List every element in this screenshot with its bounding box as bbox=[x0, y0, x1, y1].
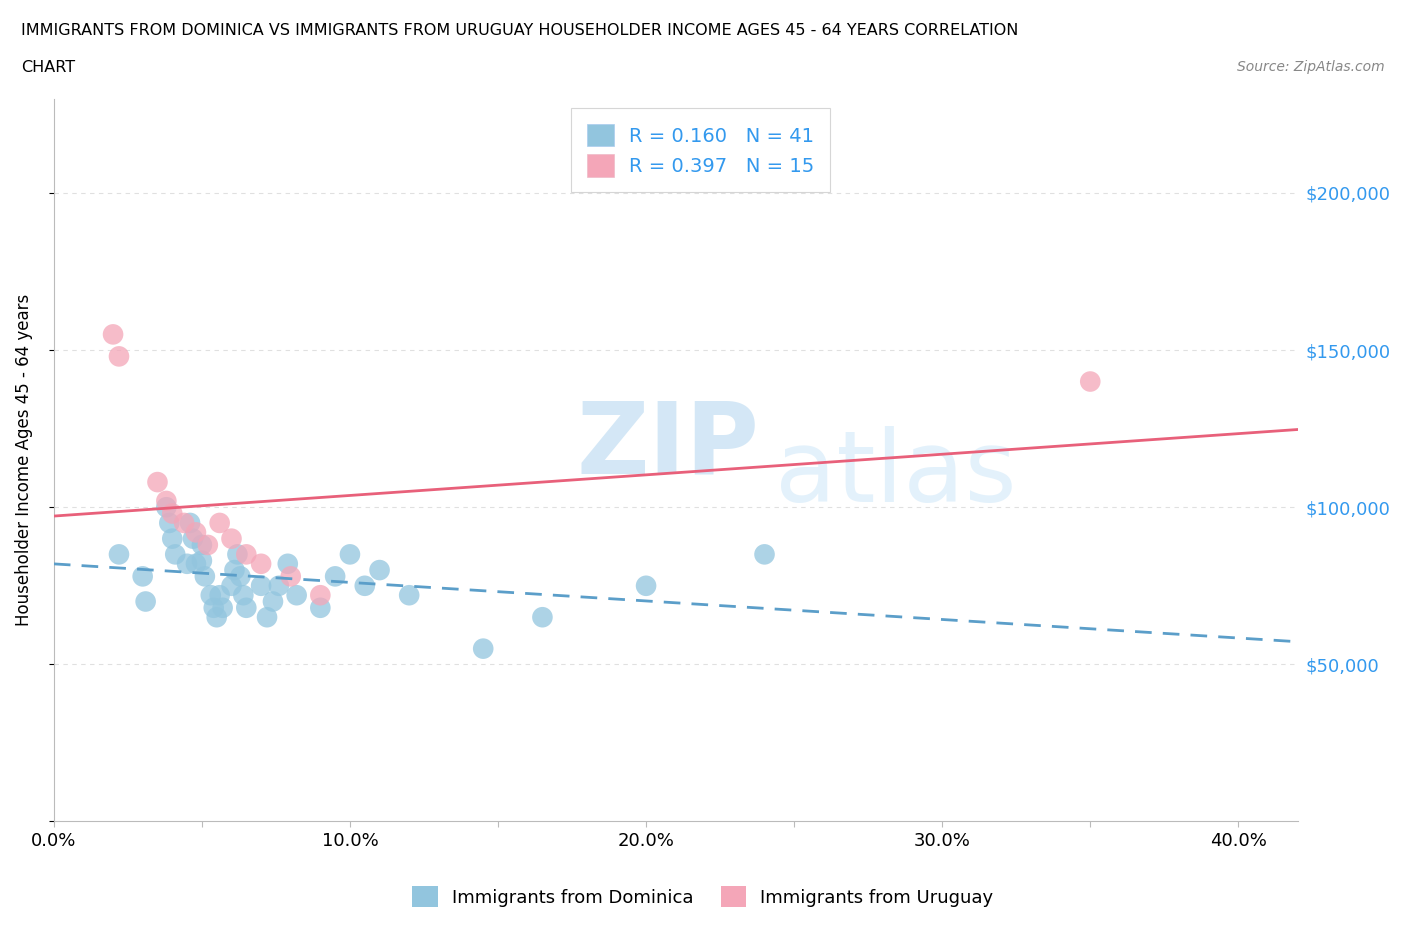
Point bbox=[162, 506, 184, 521]
Legend: R = 0.160   N = 41, R = 0.397   N = 15: R = 0.160 N = 41, R = 0.397 N = 15 bbox=[571, 109, 830, 193]
Point bbox=[309, 601, 332, 616]
Point bbox=[353, 578, 375, 593]
Point bbox=[323, 569, 346, 584]
Y-axis label: Householder Income Ages 45 - 64 years: Householder Income Ages 45 - 64 years bbox=[15, 294, 32, 626]
Point bbox=[205, 610, 228, 625]
Point bbox=[157, 515, 180, 530]
Point bbox=[208, 588, 231, 603]
Point bbox=[531, 610, 554, 625]
Point bbox=[472, 641, 495, 656]
Point bbox=[224, 563, 246, 578]
Point bbox=[131, 569, 153, 584]
Point bbox=[173, 515, 195, 530]
Point bbox=[101, 327, 124, 342]
Text: Source: ZipAtlas.com: Source: ZipAtlas.com bbox=[1237, 60, 1385, 74]
Point bbox=[208, 515, 231, 530]
Point bbox=[277, 556, 299, 571]
Point bbox=[235, 547, 257, 562]
Point bbox=[235, 601, 257, 616]
Text: IMMIGRANTS FROM DOMINICA VS IMMIGRANTS FROM URUGUAY HOUSEHOLDER INCOME AGES 45 -: IMMIGRANTS FROM DOMINICA VS IMMIGRANTS F… bbox=[21, 23, 1018, 38]
Point bbox=[309, 588, 332, 603]
Point bbox=[280, 569, 302, 584]
Point bbox=[197, 538, 219, 552]
Point bbox=[339, 547, 361, 562]
Point bbox=[191, 553, 214, 568]
Point bbox=[202, 601, 225, 616]
Point bbox=[226, 547, 249, 562]
Point bbox=[211, 601, 233, 616]
Point bbox=[108, 349, 131, 364]
Point bbox=[165, 547, 187, 562]
Point bbox=[636, 578, 658, 593]
Point bbox=[108, 547, 131, 562]
Text: atlas: atlas bbox=[775, 426, 1017, 523]
Point bbox=[146, 474, 169, 489]
Point bbox=[285, 588, 308, 603]
Point bbox=[162, 531, 184, 546]
Point bbox=[221, 531, 243, 546]
Point bbox=[194, 569, 217, 584]
Text: ZIP: ZIP bbox=[576, 397, 759, 494]
Point bbox=[155, 494, 177, 509]
Point bbox=[754, 547, 776, 562]
Point bbox=[200, 588, 222, 603]
Point bbox=[181, 531, 204, 546]
Point bbox=[1078, 374, 1101, 389]
Point bbox=[256, 610, 278, 625]
Point bbox=[184, 525, 207, 539]
Point bbox=[250, 556, 273, 571]
Point bbox=[155, 499, 177, 514]
Point bbox=[398, 588, 420, 603]
Point bbox=[179, 515, 201, 530]
Point bbox=[221, 578, 243, 593]
Point bbox=[368, 563, 391, 578]
Text: CHART: CHART bbox=[21, 60, 75, 75]
Point bbox=[184, 556, 207, 571]
Point bbox=[232, 588, 254, 603]
Point bbox=[191, 538, 214, 552]
Legend: Immigrants from Dominica, Immigrants from Uruguay: Immigrants from Dominica, Immigrants fro… bbox=[404, 877, 1002, 916]
Point bbox=[135, 594, 157, 609]
Point bbox=[176, 556, 198, 571]
Point bbox=[267, 578, 290, 593]
Point bbox=[250, 578, 273, 593]
Point bbox=[229, 569, 252, 584]
Point bbox=[262, 594, 284, 609]
